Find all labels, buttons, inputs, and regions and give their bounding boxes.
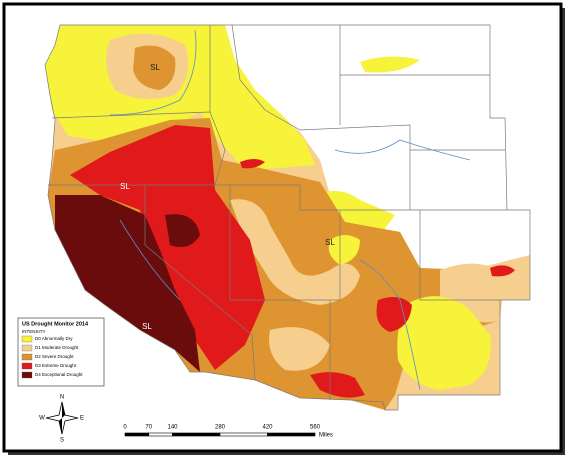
legend-subtitle: INTENSITY	[22, 329, 46, 334]
region-d4	[55, 195, 200, 372]
legend-swatch	[21, 362, 33, 370]
compass-north: N	[60, 395, 64, 401]
legend-swatch	[21, 335, 33, 343]
scale-label: 70	[145, 425, 152, 431]
scale-unit: Miles	[319, 433, 333, 439]
region-d1	[230, 199, 360, 305]
legend: US Drought Monitor 2014 INTENSITY D0 Abn…	[17, 317, 105, 387]
scale-segment	[219, 432, 268, 437]
state-border	[48, 24, 507, 400]
place-label: SL	[150, 63, 160, 72]
region-d0	[360, 56, 420, 73]
legend-label: D0 Abnormally Dry	[35, 336, 73, 341]
compass-star	[59, 418, 62, 434]
scale-bar: 0 70 140 280 420 560 Miles	[123, 425, 333, 439]
scale-label: 0	[123, 425, 127, 431]
scale-segment	[124, 432, 150, 437]
legend-box	[17, 317, 105, 387]
legend-swatch	[21, 344, 33, 352]
compass-east: E	[80, 416, 84, 422]
place-label: SL	[325, 238, 335, 247]
scale-segment	[172, 432, 221, 437]
region-d3	[310, 372, 365, 398]
region-d3	[490, 265, 515, 277]
compass-west: W	[39, 416, 45, 422]
legend-title: US Drought Monitor 2014	[22, 321, 89, 327]
legend-swatch	[21, 353, 33, 361]
region-d0	[397, 296, 491, 390]
river	[109, 29, 471, 391]
legend-label: D2 Severe Drought	[35, 354, 74, 359]
compass-star	[62, 402, 65, 418]
compass: N S E W	[39, 395, 84, 444]
region-d3	[240, 159, 265, 169]
scale-segment	[148, 432, 173, 437]
place-label: SL	[142, 322, 152, 331]
legend-label: D3 Extreme Drought	[35, 363, 77, 368]
region-d0	[315, 191, 395, 235]
compass-south: S	[60, 438, 64, 444]
region-d3	[70, 125, 265, 370]
region-none	[225, 25, 530, 270]
region-d0	[328, 235, 360, 265]
scale-label: 280	[215, 425, 226, 431]
scale-label: 140	[167, 425, 178, 431]
state-borders	[44, 24, 531, 411]
place-label: SL	[120, 182, 130, 191]
drought-regions	[45, 25, 530, 410]
scale-label: 560	[310, 425, 321, 431]
region-d2	[133, 45, 176, 90]
scale-segment	[267, 432, 316, 437]
scale-label: 420	[262, 425, 273, 431]
region-d3	[376, 296, 412, 332]
legend-label: D4 Exceptional Drought	[35, 372, 83, 377]
region-d4	[165, 214, 200, 248]
region-d1	[269, 327, 330, 371]
legend-swatch	[21, 371, 33, 379]
rivers	[109, 29, 471, 391]
legend-label: D1 Moderate Drought	[35, 345, 79, 350]
place-labels: SL SL SL SL	[120, 63, 335, 331]
